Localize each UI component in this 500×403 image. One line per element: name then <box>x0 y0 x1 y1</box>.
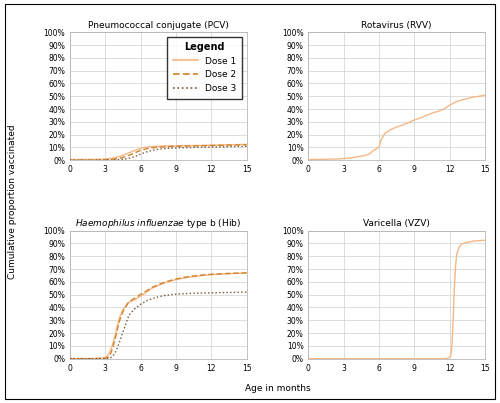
Legend: Dose 1, Dose 2, Dose 3: Dose 1, Dose 2, Dose 3 <box>168 37 242 98</box>
Title: $\mathit{Haemophilus\ influenzae}$ type b (Hib): $\mathit{Haemophilus\ influenzae}$ type … <box>76 218 241 231</box>
Title: Rotavirus (RVV): Rotavirus (RVV) <box>362 21 432 30</box>
Title: Pneumococcal conjugate (PCV): Pneumococcal conjugate (PCV) <box>88 21 228 30</box>
Title: Varicella (VZV): Varicella (VZV) <box>364 220 430 229</box>
Text: Cumulative proportion vaccinated: Cumulative proportion vaccinated <box>8 124 17 279</box>
Text: Age in months: Age in months <box>244 384 310 393</box>
